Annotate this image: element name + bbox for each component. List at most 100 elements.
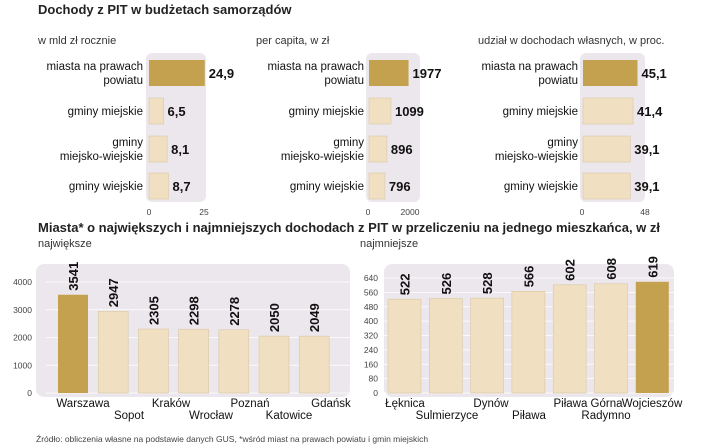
y-tick-label: 1000 [13,360,32,370]
category-label: gminy [547,137,578,149]
chart-title: udział w dochodach własnych, w proc. [478,35,664,47]
bar [368,172,386,200]
y-tick-label: 240 [364,345,378,355]
value-label: 2305 [146,296,161,325]
bar [470,297,504,394]
bar [58,294,88,393]
value-label: 41,4 [637,104,663,119]
bar [511,290,546,394]
bar [149,60,205,86]
plot-panel [366,53,420,202]
category-label: miasta na prawach [267,61,364,73]
bar [428,298,463,394]
category-label: miasta na prawach [46,61,143,73]
chart-pit-per-capita: per capita, w zł 1977 miasta na prawach pow… [256,35,441,217]
tick-label: 2000 [401,207,420,217]
bar [97,310,129,394]
y-tick-label: 640 [364,273,378,283]
y-tick-label: 560 [364,287,378,297]
category-label: Radymno [581,410,630,422]
bar [583,60,638,86]
bar [148,97,164,125]
value-label: 526 [439,273,454,295]
value-label: 566 [521,266,536,288]
bar [594,283,628,394]
value-label: 896 [391,142,413,157]
category-label: gminy miejskie [68,106,143,118]
category-label: Katowice [266,410,313,422]
category-label: Wojcieszów [622,398,683,410]
y-tick-label: 400 [364,316,378,326]
y-tick-label: 480 [364,302,378,312]
category-label: gminy wiejskie [69,181,143,193]
category-label: gminy miejskie [503,106,578,118]
bar [148,135,168,163]
tick-label: 0 [580,207,585,217]
chart-pit-share: udział w dochodach własnych, w proc. 45,1… [478,35,667,217]
bar [582,135,631,163]
value-label: 796 [389,179,411,194]
chart-pit-billions: w mld zł rocznie 24,9 miasta na prawach pow… [37,35,234,217]
category-label: miejsko-wiejskie [495,151,578,163]
bar [387,298,422,394]
value-label: 619 [645,256,660,278]
category-label: Warszawa [56,398,110,410]
main-title: Dochody z PIT w budżetach samorządów [38,2,292,17]
value-label: 24,9 [209,66,234,81]
y-tick-label: 4000 [13,277,32,287]
value-label: 1977 [413,66,442,81]
category-label: Sopot [114,410,145,422]
value-label: 39,1 [634,179,659,194]
value-label: 602 [563,259,578,281]
category-label: gminy wiejskie [290,181,364,193]
bar [218,329,250,394]
category-label: powiatu [103,75,143,87]
category-label: gminy [333,137,364,149]
bar [635,281,669,393]
value-label: 3541 [66,262,81,291]
category-label: Piława Górna [553,398,623,410]
bar [148,172,169,200]
charts: w mld zł rocznie 24,9 miasta na prawach pow… [13,35,683,422]
y-tick-label: 2000 [13,333,32,343]
category-label: gminy miejskie [289,106,364,118]
bar [552,284,587,394]
value-label: 2278 [227,297,242,326]
bar [368,97,392,125]
bar [369,60,409,86]
category-label: Gdańsk [311,398,351,410]
chart-title: w mld zł rocznie [37,35,116,47]
bar [368,135,388,163]
category-label: Łęknica [385,398,425,410]
chart-title: największe [38,238,92,250]
tick-label: 48 [640,207,650,217]
plot-panel [146,53,206,202]
value-label: 1099 [395,104,424,119]
tick-label: 25 [199,207,209,217]
y-tick-label: 0 [27,388,32,398]
section-title: Miasta* o największych i najmniejszych d… [38,220,660,235]
value-label: 528 [480,272,495,294]
value-label: 8,7 [172,179,190,194]
category-label: Piława [512,410,546,422]
category-label: Sulmierzyce [416,410,479,422]
value-label: 2050 [267,303,282,332]
chart-title: per capita, w zł [256,35,330,47]
plot-panel [580,53,645,202]
value-label: 2947 [106,278,121,307]
bar [138,328,169,394]
category-label: powiatu [538,75,578,87]
bar [178,328,209,394]
bar [258,335,290,394]
y-tick-label: 160 [364,359,378,369]
value-label: 608 [604,258,619,280]
category-label: Kraków [152,398,191,410]
value-label: 8,1 [171,142,189,157]
tick-label: 0 [147,207,152,217]
category-label: gminy [112,137,143,149]
chart-smallest-cities: najmniejsze 0 80 160 240 320 400 480 560 640 522 Łę… [360,238,683,422]
y-tick-label: 80 [369,374,379,384]
value-label: 2298 [187,296,202,325]
category-label: miejsko-wiejskie [60,151,143,163]
category-label: Dynów [473,398,509,410]
